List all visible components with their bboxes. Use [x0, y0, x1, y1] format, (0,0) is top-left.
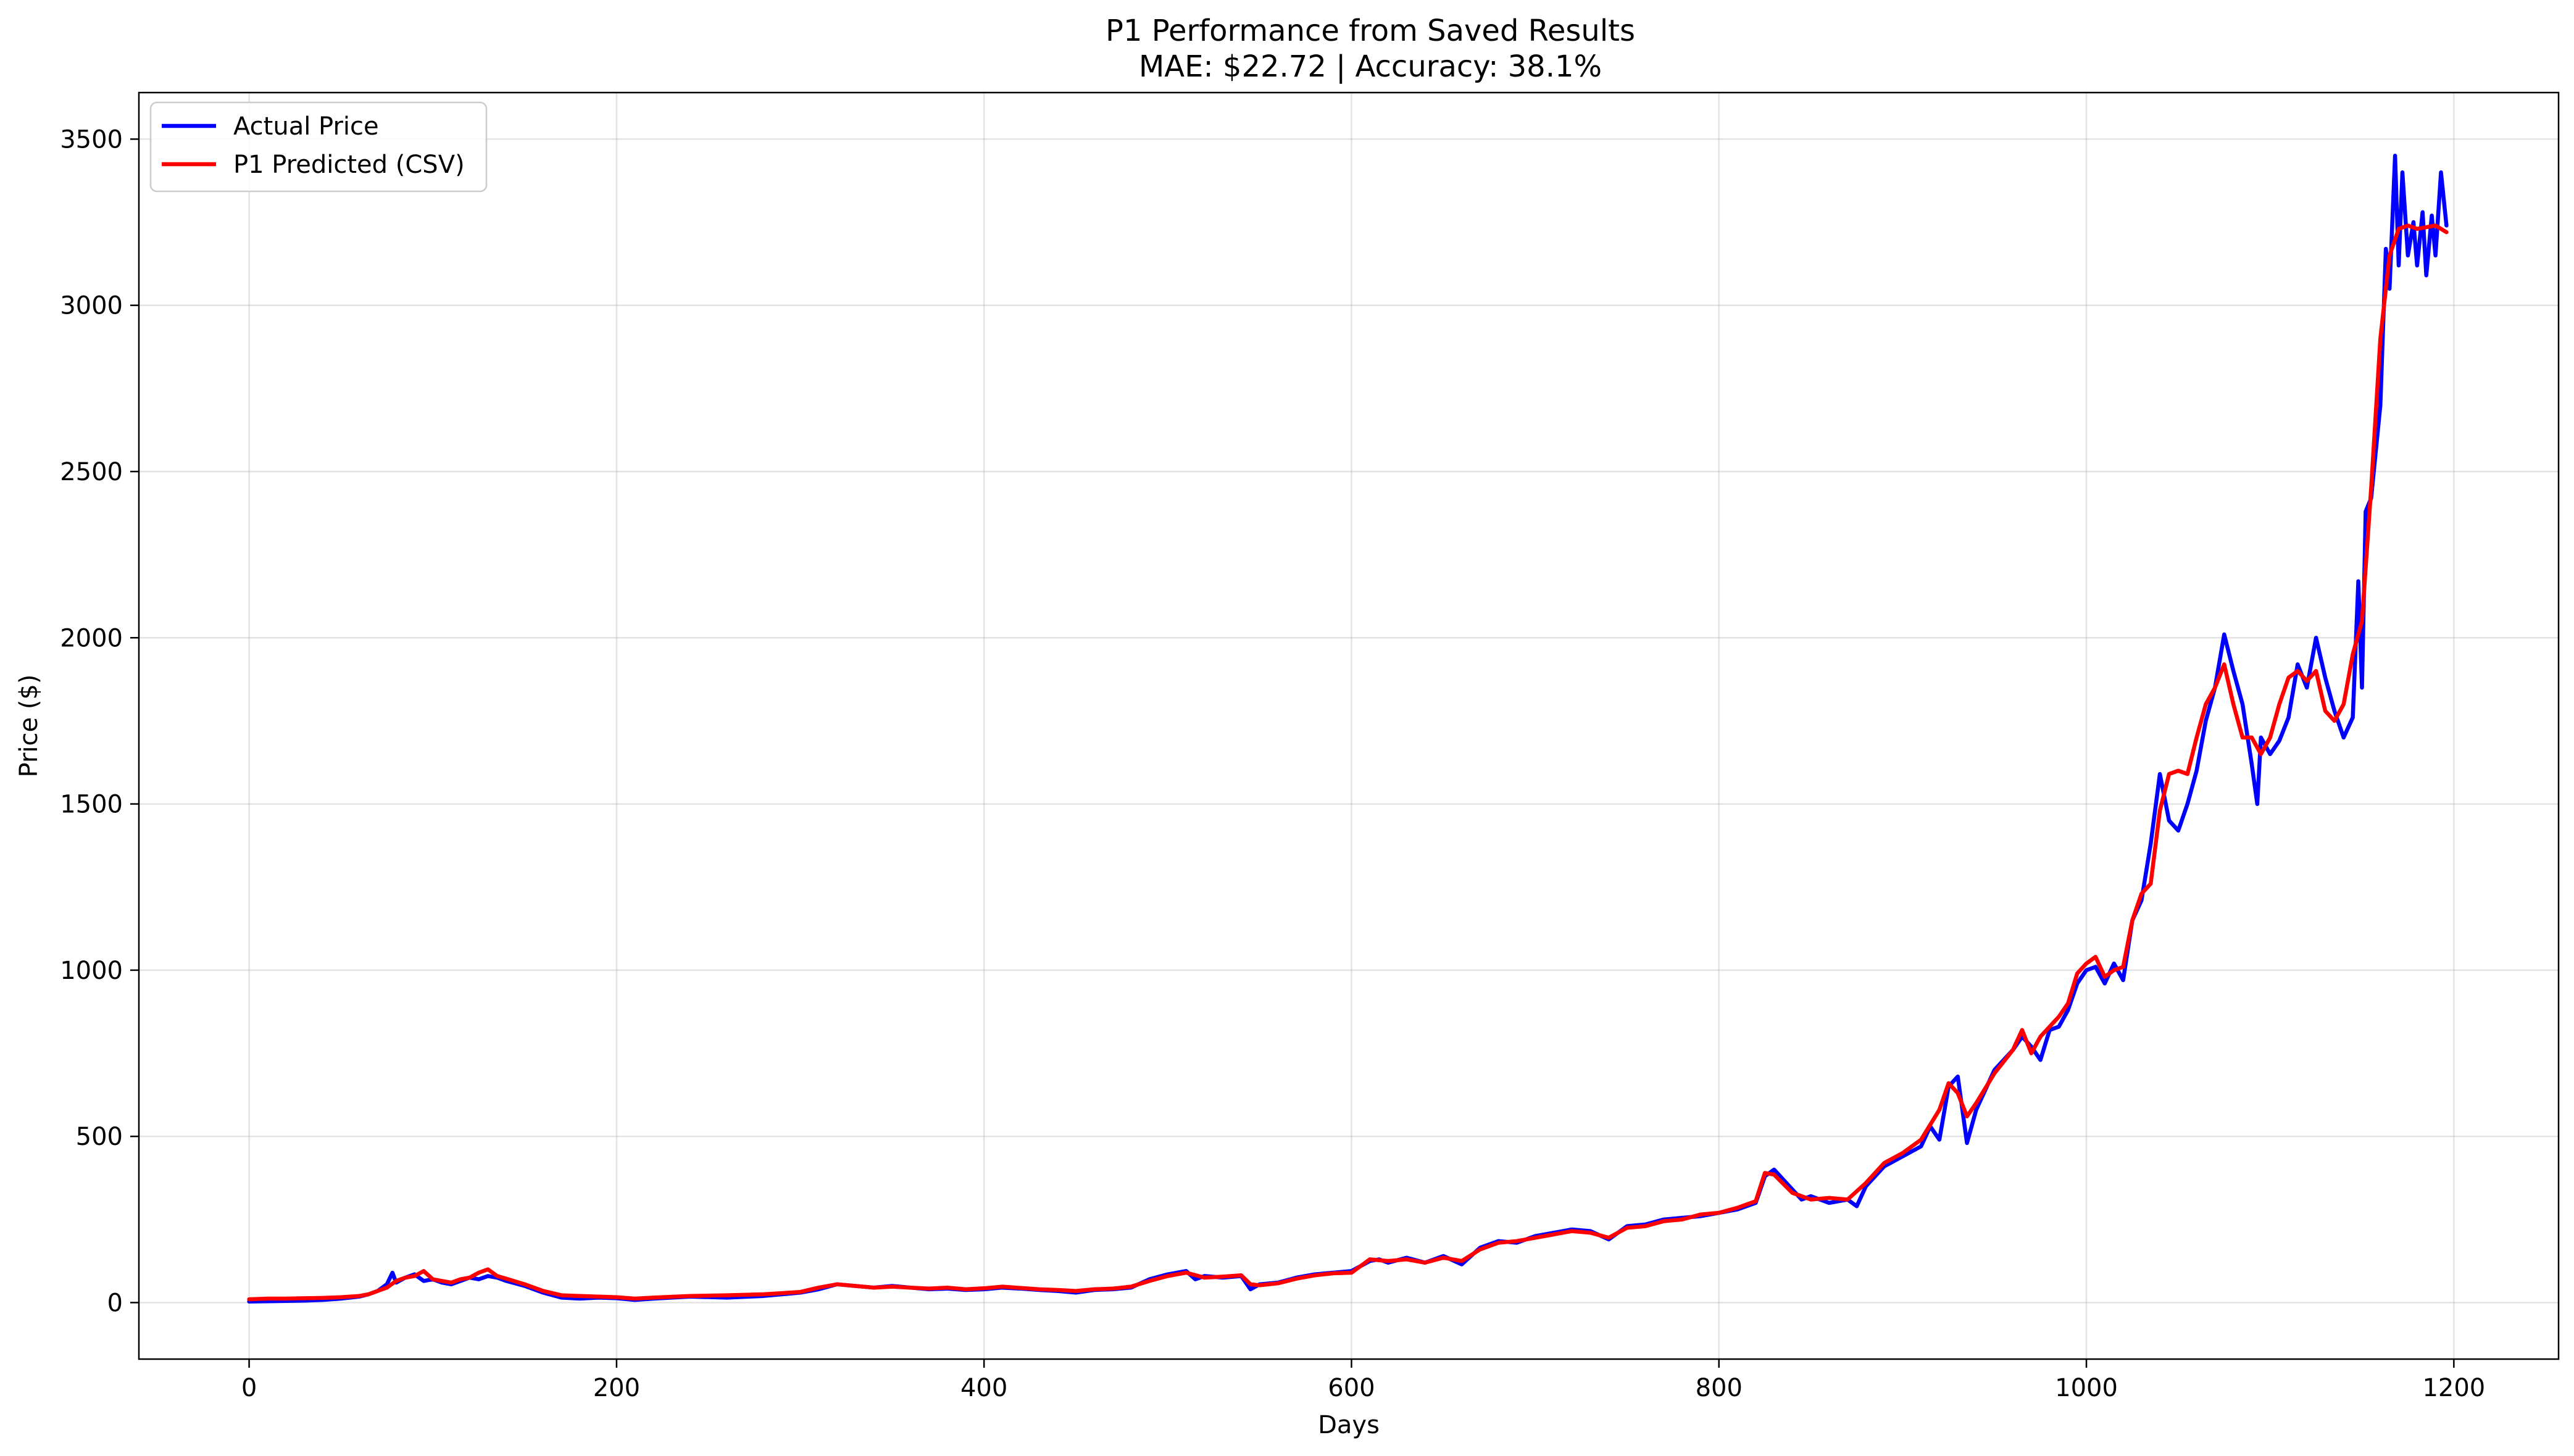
legend-box: [149, 101, 488, 193]
chart-title: P1 Performance from Saved Results: [1106, 14, 1635, 48]
legend: Actual Price P1 Predicted (CSV): [149, 101, 488, 193]
y-tick-label: 2000: [60, 624, 123, 652]
y-tick-label: 1000: [60, 957, 123, 985]
x-tick-label: 1000: [2055, 1374, 2118, 1402]
x-tick-label: 1200: [2422, 1374, 2485, 1402]
series-lines: [247, 154, 2449, 1304]
y-tick-label: 1500: [60, 791, 123, 819]
grid-lines: [139, 93, 2559, 1359]
x-axis: 0 200 400 600 800 1000 1200: [241, 1359, 2485, 1402]
y-tick-label: 3000: [60, 292, 123, 320]
y-tick-label: 0: [107, 1289, 123, 1317]
y-tick-label: 500: [76, 1123, 123, 1151]
x-axis-label: Days: [1318, 1411, 1380, 1439]
legend-label-predicted: P1 Predicted (CSV): [233, 151, 465, 179]
series-line-p1-predicted: [247, 223, 2449, 1302]
chart-subtitle: MAE: $22.72 | Accuracy: 38.1%: [1139, 49, 1602, 84]
y-tick-label: 2500: [60, 458, 123, 486]
y-axis-label: Price ($): [15, 675, 43, 778]
x-tick-label: 600: [1328, 1374, 1375, 1402]
x-tick-label: 800: [1696, 1374, 1743, 1402]
y-axis: 0 500 1000 1500 2000 2500 3000 3500: [60, 125, 139, 1317]
x-tick-label: 0: [241, 1374, 257, 1402]
y-tick-label: 3500: [60, 125, 123, 154]
x-tick-label: 400: [960, 1374, 1007, 1402]
legend-label-actual: Actual Price: [233, 112, 379, 141]
plot-area-frame: [138, 91, 2560, 1360]
x-tick-label: 200: [593, 1374, 640, 1402]
